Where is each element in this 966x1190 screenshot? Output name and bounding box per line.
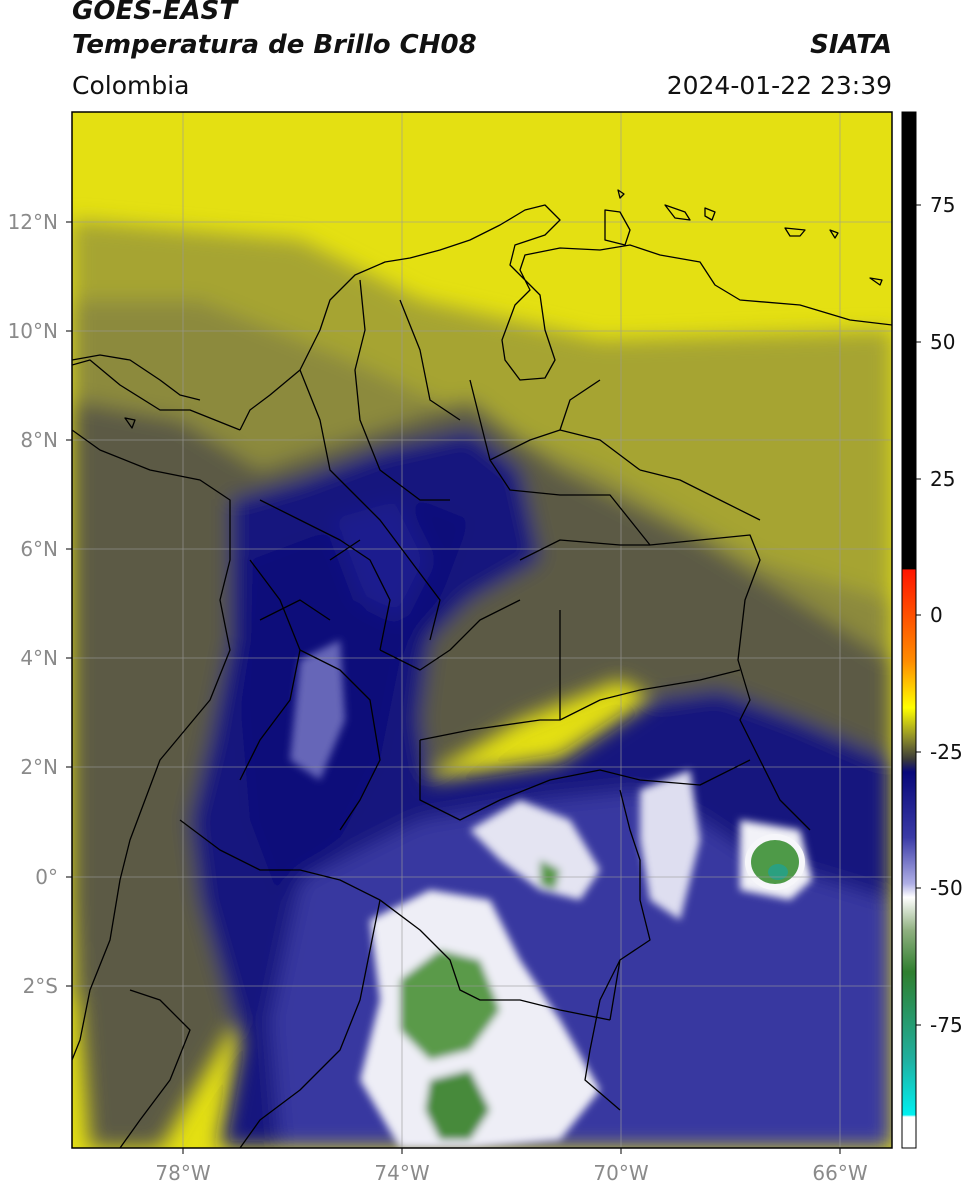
lon-label-70w: 70°W	[593, 1161, 648, 1185]
colorbar-tick-25: 25	[930, 467, 955, 491]
lat-label-2s: 2°S	[23, 974, 58, 998]
title-line-1: GOES-EAST	[72, 0, 238, 26]
lat-label-8n: 8°N	[20, 428, 58, 452]
colorbar-tick-0: 0	[930, 603, 943, 627]
lat-label-2n: 2°N	[20, 755, 58, 779]
lat-label-10n: 10°N	[8, 319, 58, 343]
lat-label-4n: 4°N	[20, 646, 58, 670]
colorbar: 75 50 25 0 -25 -50 -75	[901, 111, 963, 1149]
temperature-field	[72, 112, 892, 1148]
lat-label-12n: 12°N	[8, 210, 58, 234]
colorbar-tick-minus50: -50	[930, 876, 963, 900]
title-line-2: Temperatura de Brillo CH08	[72, 30, 477, 60]
lon-label-78w: 78°W	[155, 1161, 210, 1185]
colorbar-tick-minus75: -75	[930, 1013, 963, 1037]
colorbar-tick-75: 75	[930, 193, 955, 217]
region-label: Colombia	[72, 71, 190, 100]
colorbar-tick-minus25: -25	[930, 740, 963, 764]
lon-label-66w: 66°W	[812, 1161, 867, 1185]
borders	[72, 189, 892, 1148]
lat-label-0: 0°	[35, 865, 58, 889]
colorbar-tick-50: 50	[930, 330, 955, 354]
lat-label-6n: 6°N	[20, 537, 58, 561]
lon-label-74w: 74°W	[374, 1161, 429, 1185]
timestamp-label: 2024-01-22 23:39	[666, 71, 892, 100]
organization-label: SIATA	[810, 30, 892, 60]
